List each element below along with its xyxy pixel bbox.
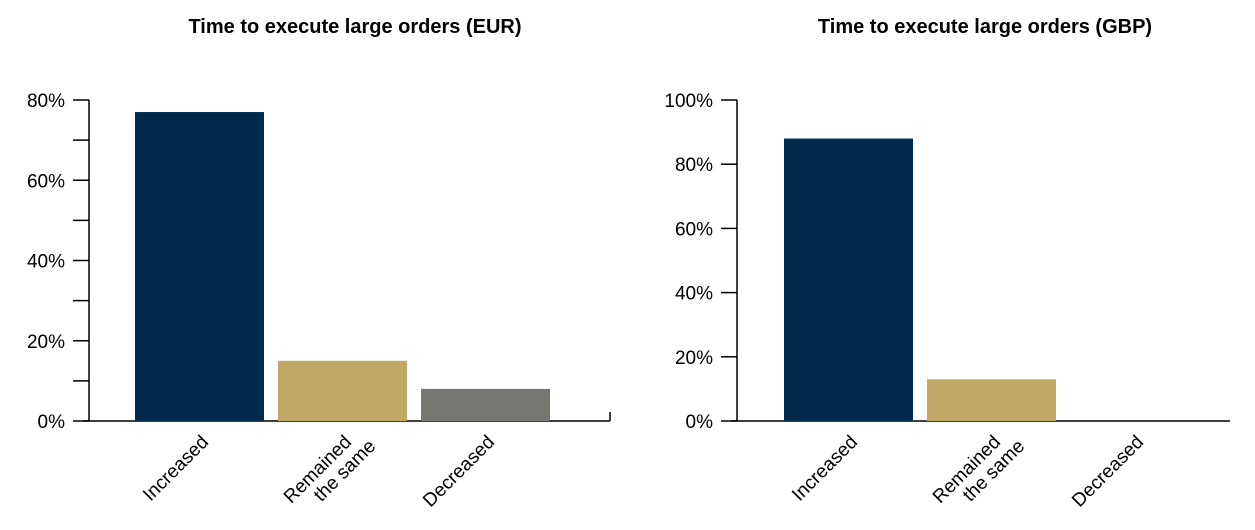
y-tick-label-gbp: 40% (675, 284, 713, 305)
y-tick-label-gbp: 20% (675, 348, 713, 369)
y-tick-label-eur: 80% (27, 91, 65, 112)
category-label-line: Decreased (1068, 432, 1148, 512)
bar-eur-1 (278, 360, 407, 421)
bar-eur-2 (421, 388, 550, 421)
y-tick-label-gbp: 100% (664, 91, 713, 112)
y-tick-label-gbp: 80% (675, 155, 713, 176)
y-tick-label-gbp: 60% (675, 219, 713, 240)
bar-gbp-1 (927, 379, 1056, 421)
category-label-gbp-2: Decreased (1068, 432, 1148, 512)
category-label-line: Increased (788, 432, 862, 506)
category-label-gbp-1: Remainedthe same (929, 422, 1029, 522)
bar-gbp-0 (784, 138, 913, 421)
chart-title-gbp: Time to execute large orders (GBP) (817, 16, 1153, 38)
y-tick-label-eur: 0% (38, 412, 66, 433)
bar-eur-0 (135, 112, 264, 421)
chart-title-eur: Time to execute large orders (EUR) (188, 16, 522, 38)
category-label-gbp-0: Increased (788, 432, 862, 506)
y-tick-label-eur: 20% (27, 332, 65, 353)
y-tick-label-eur: 60% (27, 171, 65, 192)
y-tick-label-gbp: 0% (686, 412, 714, 433)
y-tick-label-eur: 40% (27, 252, 65, 273)
